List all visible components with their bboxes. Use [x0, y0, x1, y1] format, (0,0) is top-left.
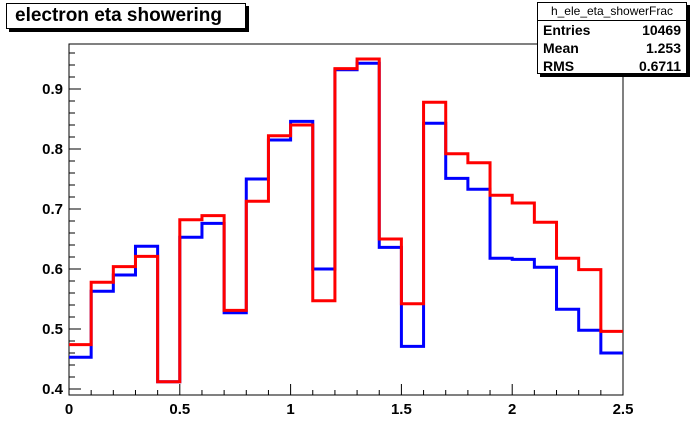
y-tick-label: 0.6 [42, 261, 63, 278]
x-tick-label: 0 [65, 401, 73, 418]
stats-value: 0.6711 [638, 58, 681, 74]
x-tick-label: 2 [508, 401, 516, 418]
stats-label: Entries [543, 22, 591, 38]
stats-box: h_ele_eta_showerFrac Entries 10469 Mean … [537, 2, 687, 74]
chart-title: electron eta showering [6, 3, 246, 29]
stats-row-mean: Mean 1.253 [538, 39, 686, 57]
y-tick-label: 0.9 [42, 81, 63, 98]
y-tick-label: 0.8 [42, 141, 63, 158]
histogram-series-2 [69, 57, 623, 384]
stats-histogram-name: h_ele_eta_showerFrac [538, 3, 686, 21]
chart-title-text: electron eta showering [15, 5, 222, 26]
stats-row-rms: RMS 0.6711 [538, 57, 686, 75]
stats-value: 1.253 [645, 40, 681, 56]
y-tick-label: 0.4 [42, 381, 64, 398]
stats-value: 10469 [642, 22, 681, 38]
y-tick-label: 0.7 [42, 201, 63, 218]
axes-layer: 0 0.5 1 1.5 2 2.5 0.4 0.5 0.6 0.7 0.8 0.9 [42, 43, 634, 418]
x-tick-label: 2.5 [613, 401, 634, 418]
series-layer [69, 57, 623, 384]
stats-label: Mean [543, 40, 579, 56]
stats-row-entries: Entries 10469 [538, 21, 686, 39]
x-tick-label: 0.5 [169, 401, 190, 418]
x-tick-label: 1 [286, 401, 294, 418]
stats-label: RMS [543, 58, 575, 74]
y-tick-label: 0.5 [42, 321, 63, 338]
plot-frame [68, 43, 624, 396]
x-tick-label: 1.5 [391, 401, 412, 418]
